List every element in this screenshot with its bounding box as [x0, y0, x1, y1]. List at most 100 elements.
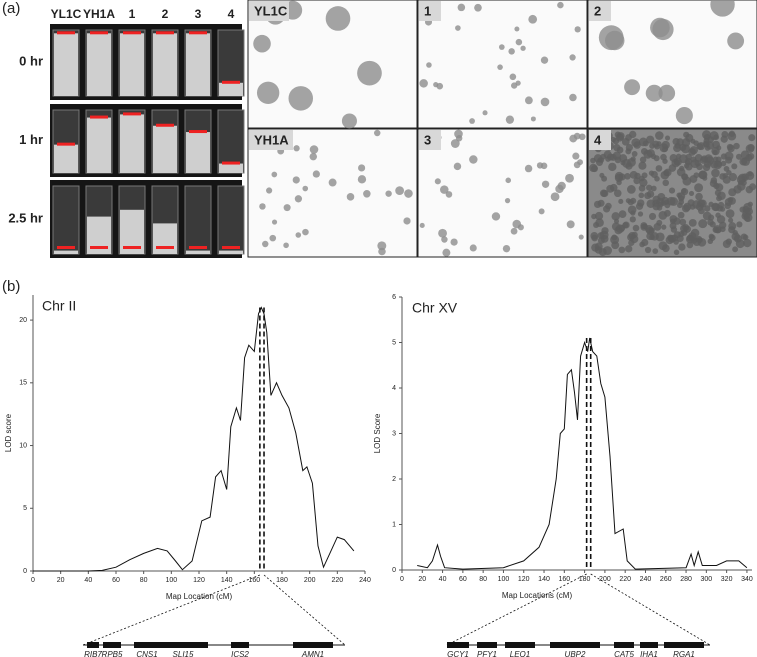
cell — [669, 197, 679, 206]
cell — [591, 234, 598, 242]
cell — [688, 190, 695, 197]
cell — [685, 235, 695, 244]
cell — [640, 147, 648, 155]
cell — [669, 154, 678, 162]
gene — [134, 642, 160, 648]
zoom-line — [446, 573, 587, 646]
cell — [259, 203, 266, 210]
x-tick-label: 340 — [741, 576, 753, 583]
cell — [632, 224, 640, 232]
row-label: 1 hr — [19, 132, 43, 147]
cell — [498, 44, 505, 50]
gene — [447, 642, 469, 648]
sediment-mark — [90, 246, 108, 249]
cell — [649, 234, 655, 241]
cell — [363, 190, 371, 198]
cell — [616, 132, 625, 140]
cell — [644, 246, 652, 254]
cell — [717, 201, 725, 209]
cell — [727, 144, 735, 153]
cell — [442, 248, 451, 257]
cell — [658, 211, 668, 220]
cell — [678, 243, 686, 251]
cell — [624, 173, 631, 180]
cell — [603, 205, 611, 213]
cell — [712, 140, 720, 149]
cell — [646, 184, 653, 191]
y-tick-label: 1 — [392, 521, 396, 528]
gene — [505, 642, 535, 648]
y-axis-label: LOD Score — [373, 413, 382, 453]
cell — [728, 226, 736, 234]
x-tick-label: 120 — [193, 577, 205, 584]
tube-suspension — [153, 33, 177, 96]
tube-suspension — [186, 33, 210, 96]
y-tick-label: 0 — [392, 567, 396, 574]
cell — [696, 143, 704, 150]
micrograph-label: 3 — [424, 132, 431, 147]
x-tick-label: 140 — [538, 576, 550, 583]
cell — [673, 249, 680, 255]
cell — [749, 183, 757, 191]
cell — [658, 84, 676, 102]
cell — [438, 228, 447, 238]
cell — [269, 234, 277, 242]
sediment-mark — [90, 31, 108, 35]
cell — [517, 224, 524, 231]
column-label: YH1A — [83, 7, 115, 21]
cell — [663, 168, 672, 177]
cell — [702, 175, 708, 181]
cell — [688, 218, 697, 227]
cell — [312, 170, 320, 178]
cell — [309, 145, 319, 154]
cell — [569, 93, 577, 102]
gene — [231, 642, 249, 648]
gene — [550, 642, 600, 648]
cell — [633, 177, 641, 185]
cell — [595, 218, 604, 227]
sediment-mark — [57, 142, 75, 146]
cell — [638, 192, 645, 199]
cell — [271, 171, 278, 178]
column-label: 4 — [228, 7, 235, 21]
cell — [650, 170, 658, 178]
cell — [520, 45, 526, 51]
cell — [677, 211, 685, 219]
x-tick-label: 40 — [84, 577, 92, 584]
cell — [710, 0, 735, 17]
micrograph-label: YH1A — [254, 132, 289, 147]
cell — [743, 238, 752, 248]
sediment-mark — [123, 246, 141, 249]
cell — [469, 155, 478, 164]
cell — [541, 180, 550, 188]
x-tick-label: 240 — [359, 577, 371, 584]
cell — [508, 48, 515, 55]
x-tick-label: 20 — [57, 577, 65, 584]
cell — [540, 162, 548, 170]
cell — [679, 154, 688, 164]
cell — [742, 206, 750, 214]
cell — [630, 234, 639, 244]
gene-label: UBP2 — [565, 650, 586, 657]
cell — [713, 134, 720, 141]
cell — [524, 164, 533, 173]
cell — [728, 173, 738, 182]
gene — [477, 642, 497, 648]
cell — [378, 247, 386, 256]
cell — [652, 202, 660, 211]
cell — [681, 204, 690, 213]
cell — [325, 6, 351, 31]
cell — [668, 234, 677, 243]
tube-photos: YL1C YH1A 1 2 3 4 0 hr 1 hr 2.5 hr — [8, 7, 245, 258]
tube-suspension — [87, 117, 111, 173]
cell — [505, 177, 512, 184]
cell — [618, 210, 627, 218]
cell — [288, 86, 313, 111]
panel-label: (a) — [2, 0, 20, 17]
cell — [515, 38, 523, 46]
cell — [681, 173, 688, 180]
cell — [681, 144, 691, 154]
sediment-mark — [189, 130, 207, 134]
sediment-mark — [90, 115, 108, 119]
cell — [676, 234, 684, 243]
